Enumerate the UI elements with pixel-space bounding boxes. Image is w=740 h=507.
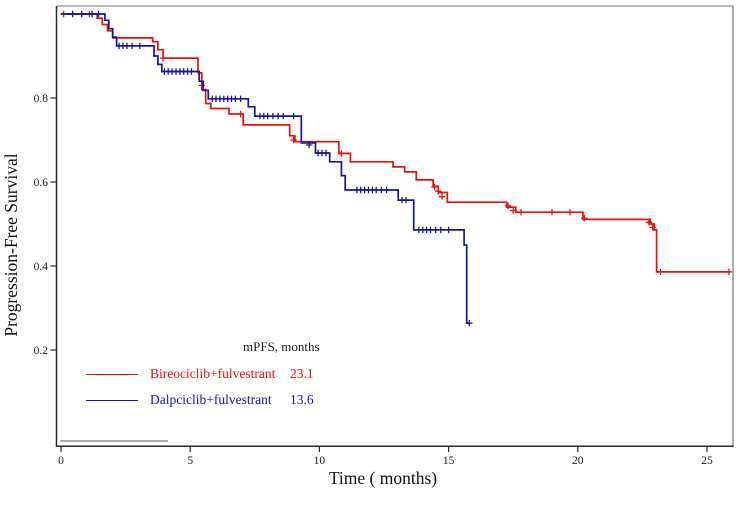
y-tick-label: 0.4 [34, 261, 49, 273]
censor-marks-dalpciclib [69, 10, 473, 327]
x-tick-label: 5 [187, 455, 193, 467]
x-tick-label: 10 [314, 455, 326, 467]
ticks-layer: 0 5 10 15 20 25 0.2 0.4 0.6 0.8 [34, 93, 713, 467]
x-axis-title: Time ( months) [329, 468, 437, 488]
km-curve-dalpciclib [61, 13, 470, 324]
x-tick-label: 25 [701, 455, 713, 467]
x-tick-label: 0 [58, 455, 64, 467]
y-tick-label: 0.8 [34, 93, 49, 105]
x-tick-label: 20 [572, 455, 584, 467]
y-tick-label: 0.6 [34, 177, 49, 189]
series-layer [60, 10, 733, 327]
y-tick-label: 0.2 [34, 345, 49, 357]
km-curve-bireociclib [61, 13, 731, 273]
y-axis-title: Progression-Free Survival [1, 153, 21, 336]
x-tick-label: 15 [443, 455, 455, 467]
